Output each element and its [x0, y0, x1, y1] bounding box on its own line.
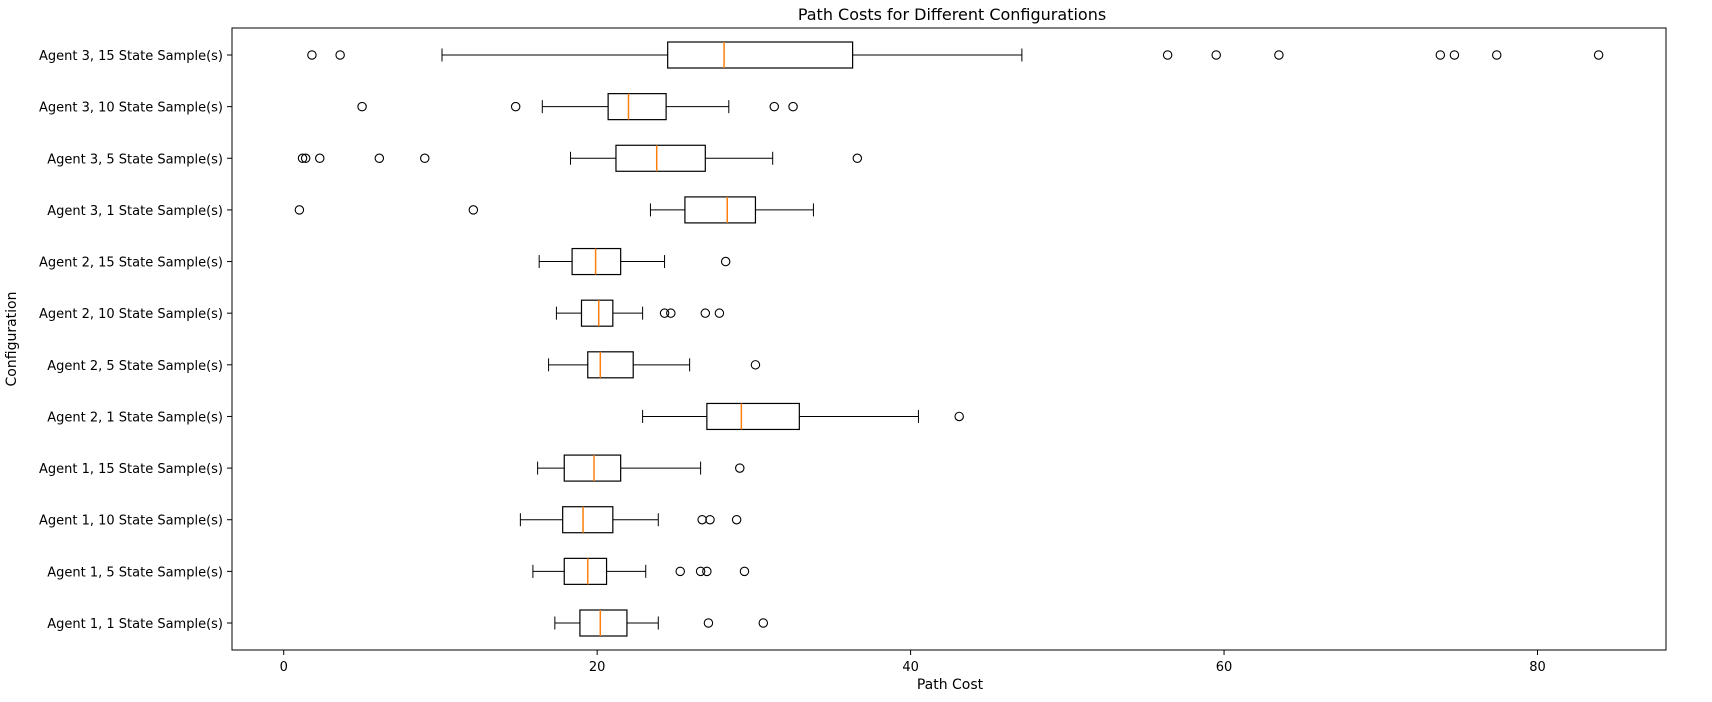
box-group [554, 609, 769, 637]
outlier-point [420, 153, 430, 164]
box-group [537, 454, 745, 482]
outlier-point [705, 514, 715, 525]
box-group [548, 351, 761, 379]
outlier-point [1593, 50, 1604, 60]
y-tick-label: Agent 1, 10 State Sample(s) [39, 514, 223, 529]
outlier-point [659, 308, 670, 318]
outlier-point [1435, 50, 1446, 60]
box-group [297, 144, 863, 172]
outlier-point [720, 256, 731, 267]
outlier-point [739, 566, 750, 577]
box-group [519, 506, 742, 534]
iqr-box [563, 454, 622, 482]
box-group [357, 93, 798, 121]
y-tick-label: Agent 1, 1 State Sample(s) [47, 617, 223, 632]
outlier-point [788, 101, 798, 112]
y-tick-label: Agent 2, 15 State Sample(s) [39, 256, 223, 271]
y-tick-label: Agent 2, 5 State Sample(s) [47, 359, 223, 374]
x-tick-label: 0 [280, 660, 288, 675]
outlier-point [714, 308, 725, 318]
outlier-point [374, 153, 385, 164]
outlier-point [697, 514, 707, 525]
y-tick-label: Agent 2, 10 State Sample(s) [39, 307, 223, 322]
outlier-point [700, 308, 711, 318]
outlier-point [954, 411, 964, 422]
outlier-point [735, 463, 745, 473]
iqr-box [571, 247, 622, 276]
iqr-box [562, 506, 614, 534]
outlier-point [300, 153, 311, 164]
y-tick-label: Agent 1, 5 State Sample(s) [47, 565, 223, 580]
iqr-box [607, 93, 667, 121]
box-group [538, 247, 731, 276]
outlier-point [703, 618, 714, 628]
outlier-point [750, 360, 761, 370]
outlier-point [852, 153, 863, 164]
outlier-point [1274, 50, 1284, 60]
outlier-point [1162, 50, 1173, 60]
x-axis-title: Path Cost [917, 677, 984, 693]
iqr-box [580, 299, 614, 327]
y-axis: Agent 3, 15 State Sample(s) Agent 3, 10 S… [39, 49, 232, 632]
outlier-point [468, 205, 479, 215]
chart-title: Path Costs for Different Configurations [798, 5, 1106, 24]
outlier-point [357, 101, 367, 112]
outlier-point [675, 566, 685, 577]
outlier-point [1449, 50, 1460, 60]
outlier-point [297, 153, 308, 164]
outlier-point [294, 205, 305, 215]
outlier-point [702, 566, 712, 577]
iqr-box [563, 557, 608, 585]
box-group [555, 299, 725, 327]
iqr-box [587, 351, 634, 379]
iqr-box [667, 41, 854, 69]
x-axis: 0 20 40 60 80 [280, 650, 1546, 675]
outlier-point [769, 101, 780, 112]
x-tick-label: 60 [1216, 660, 1233, 675]
y-tick-label: Agent 1, 15 State Sample(s) [39, 462, 223, 477]
boxes-layer [294, 41, 1604, 637]
y-axis-title: Configuration [4, 292, 20, 387]
plot-frame [231, 27, 1667, 651]
x-tick-label: 20 [589, 660, 606, 675]
outlier-point [666, 308, 676, 318]
y-tick-label: Agent 3, 10 State Sample(s) [39, 101, 223, 116]
x-tick-label: 40 [902, 660, 919, 675]
y-tick-label: Agent 3, 5 State Sample(s) [47, 152, 223, 167]
box-group [294, 196, 814, 224]
y-tick-label: Agent 3, 15 State Sample(s) [39, 49, 223, 64]
y-tick-label: Agent 3, 1 State Sample(s) [47, 204, 223, 219]
outlier-point [731, 514, 742, 525]
x-tick-label: 80 [1529, 660, 1546, 675]
box-group [307, 41, 1604, 69]
outlier-point [695, 566, 706, 577]
iqr-box [615, 144, 706, 172]
iqr-box [706, 402, 800, 431]
iqr-box [579, 609, 628, 637]
outlier-point [335, 50, 345, 60]
outlier-point [307, 50, 317, 60]
y-tick-label: Agent 2, 1 State Sample(s) [47, 410, 223, 425]
outlier-point [1491, 50, 1502, 60]
iqr-box [684, 196, 757, 224]
outlier-point [758, 618, 769, 628]
box-group [642, 402, 964, 431]
outlier-point [510, 101, 521, 112]
outlier-point [1211, 50, 1221, 60]
outlier-point [315, 153, 325, 164]
box-group [532, 557, 750, 585]
